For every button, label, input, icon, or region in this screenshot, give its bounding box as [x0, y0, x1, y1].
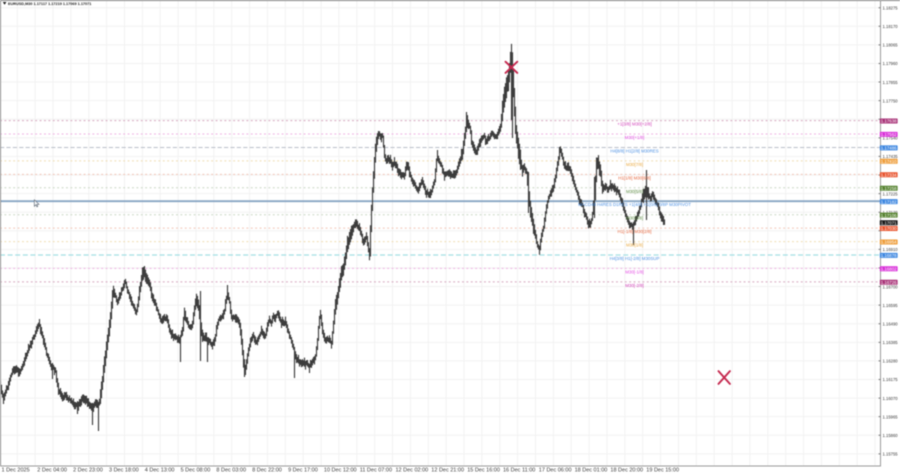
svg-text:1.16700: 1.16700 — [883, 284, 899, 289]
svg-text:1.17030: 1.17030 — [881, 226, 897, 231]
svg-text:1 Dec 2025: 1 Dec 2025 — [2, 467, 30, 473]
svg-text:1.18065: 1.18065 — [883, 43, 899, 48]
svg-text:M30[+1/8]: M30[+1/8] — [625, 135, 645, 140]
svg-text:1.16802: 1.16802 — [881, 267, 897, 272]
svg-text:9 Dec 17:00: 9 Dec 17:00 — [288, 467, 318, 473]
svg-text:12 Dec 02:00: 12 Dec 02:00 — [396, 467, 429, 473]
svg-text:1.17410: 1.17410 — [881, 159, 897, 164]
svg-text:M30[3/8]: M30[3/8] — [626, 216, 643, 221]
svg-text:1.17486: 1.17486 — [881, 146, 897, 151]
svg-text:4 Dec 13:00: 4 Dec 13:00 — [145, 467, 175, 473]
svg-text:8 Dec 22:00: 8 Dec 22:00 — [252, 467, 282, 473]
svg-text:MACD48 H4RES D1RES +1[4/8] H1[: MACD48 H4RES D1RES +1[4/8] H1[0/8] 0/8P … — [578, 202, 691, 207]
svg-text:1.16878: 1.16878 — [881, 253, 897, 258]
svg-text:1.17120: 1.17120 — [883, 210, 899, 215]
svg-text:1.16954: 1.16954 — [881, 240, 897, 245]
svg-text:1.15860: 1.15860 — [883, 433, 899, 438]
svg-text:17 Dec 06:00: 17 Dec 06:00 — [539, 467, 572, 473]
svg-text:1.17562: 1.17562 — [881, 132, 897, 137]
svg-text:H4[3/8] H1[-2/8] M30SUP: H4[3/8] H1[-2/8] M30SUP — [610, 256, 660, 261]
svg-text:+1[3/8] M30[+2/8]: +1[3/8] M30[+2/8] — [617, 122, 651, 127]
svg-text:M30[1/8]: M30[1/8] — [626, 243, 643, 248]
svg-text:1.16070: 1.16070 — [883, 396, 899, 401]
svg-text:8 Dec 03:00: 8 Dec 03:00 — [216, 467, 246, 473]
svg-text:1.17435: 1.17435 — [883, 154, 899, 159]
svg-text:1.16726: 1.16726 — [881, 280, 897, 285]
svg-text:EURUSD,M30 1.17117 1.17219 1.: EURUSD,M30 1.17117 1.17219 1.17069 1.170… — [8, 2, 91, 6]
svg-text:1.15965: 1.15965 — [883, 414, 899, 419]
svg-text:12 Dec 21:00: 12 Dec 21:00 — [431, 467, 464, 473]
svg-text:1.18275: 1.18275 — [883, 5, 899, 10]
svg-text:10 Dec 12:00: 10 Dec 12:00 — [324, 467, 357, 473]
svg-text:1.16595: 1.16595 — [883, 303, 899, 308]
svg-text:1.17960: 1.17960 — [883, 61, 899, 66]
svg-text:H1[1/8] M30[6/8]: H1[1/8] M30[6/8] — [618, 175, 650, 180]
svg-text:3 Dec 18:00: 3 Dec 18:00 — [109, 467, 139, 473]
svg-text:1.16385: 1.16385 — [883, 340, 899, 345]
svg-text:5 Dec 08:00: 5 Dec 08:00 — [181, 467, 211, 473]
svg-text:15 Dec 16:00: 15 Dec 16:00 — [467, 467, 500, 473]
svg-text:18 Dec 01:00: 18 Dec 01:00 — [575, 467, 608, 473]
svg-text:1.17750: 1.17750 — [883, 98, 899, 103]
svg-text:M30[5/8]: M30[5/8] — [626, 189, 643, 194]
svg-text:M30[7/8]: M30[7/8] — [626, 162, 643, 167]
svg-text:1.18170: 1.18170 — [883, 24, 899, 29]
svg-text:M30[-1/8]: M30[-1/8] — [625, 269, 644, 274]
svg-text:18 Dec 20:00: 18 Dec 20:00 — [610, 467, 643, 473]
svg-text:1.16175: 1.16175 — [883, 377, 899, 382]
svg-text:H1[-1/8] M30[2/8]: H1[-1/8] M30[2/8] — [618, 229, 652, 234]
svg-text:1.17182: 1.17182 — [881, 199, 897, 204]
svg-text:1.17334: 1.17334 — [881, 173, 897, 178]
svg-text:2 Dec 04:00: 2 Dec 04:00 — [37, 467, 67, 473]
svg-text:11 Dec 07:00: 11 Dec 07:00 — [360, 467, 392, 473]
svg-text:16 Dec 11:00: 16 Dec 11:00 — [503, 467, 535, 473]
svg-text:1.17258: 1.17258 — [881, 186, 897, 191]
svg-text:1.17071: 1.17071 — [881, 221, 897, 226]
svg-text:H4[8/8] H1[2/8] M30RES: H4[8/8] H1[2/8] M30RES — [610, 149, 658, 154]
svg-text:1.17855: 1.17855 — [883, 80, 899, 85]
svg-text:1.16280: 1.16280 — [883, 359, 899, 364]
svg-text:19 Dec 15:00: 19 Dec 15:00 — [646, 467, 679, 473]
svg-text:1.16910: 1.16910 — [883, 247, 899, 252]
svg-text:1.17540: 1.17540 — [883, 136, 899, 141]
svg-text:2 Dec 23:00: 2 Dec 23:00 — [73, 467, 103, 473]
svg-text:1.17106: 1.17106 — [881, 213, 897, 218]
svg-text:M30[-2/8]: M30[-2/8] — [625, 283, 644, 288]
svg-text:1.16490: 1.16490 — [883, 321, 899, 326]
svg-text:1.17225: 1.17225 — [883, 191, 899, 196]
svg-text:1.17638: 1.17638 — [881, 119, 897, 124]
svg-text:1.15755: 1.15755 — [883, 452, 899, 457]
